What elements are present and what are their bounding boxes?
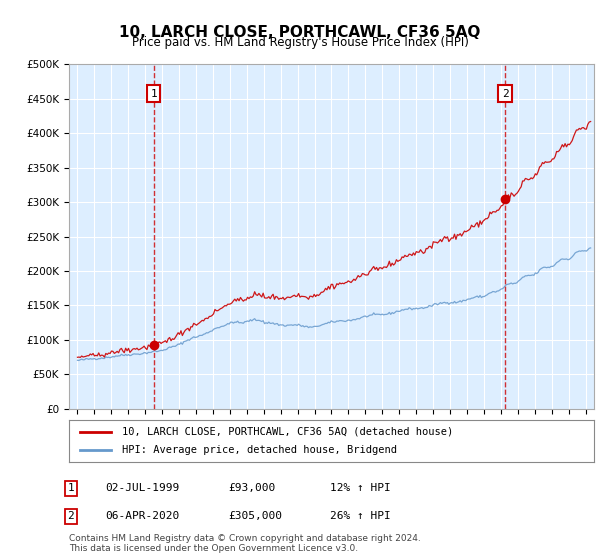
Text: 06-APR-2020: 06-APR-2020 [105, 511, 179, 521]
Text: Price paid vs. HM Land Registry's House Price Index (HPI): Price paid vs. HM Land Registry's House … [131, 36, 469, 49]
Text: HPI: Average price, detached house, Bridgend: HPI: Average price, detached house, Brid… [121, 445, 397, 455]
Text: 2: 2 [502, 88, 508, 99]
Text: 02-JUL-1999: 02-JUL-1999 [105, 483, 179, 493]
Text: 10, LARCH CLOSE, PORTHCAWL, CF36 5AQ (detached house): 10, LARCH CLOSE, PORTHCAWL, CF36 5AQ (de… [121, 427, 453, 437]
Text: 1: 1 [67, 483, 74, 493]
Text: 26% ↑ HPI: 26% ↑ HPI [330, 511, 391, 521]
Text: 12% ↑ HPI: 12% ↑ HPI [330, 483, 391, 493]
Text: 10, LARCH CLOSE, PORTHCAWL, CF36 5AQ: 10, LARCH CLOSE, PORTHCAWL, CF36 5AQ [119, 25, 481, 40]
Text: £93,000: £93,000 [228, 483, 275, 493]
Text: 2: 2 [67, 511, 74, 521]
Text: Contains HM Land Registry data © Crown copyright and database right 2024.
This d: Contains HM Land Registry data © Crown c… [69, 534, 421, 553]
Text: £305,000: £305,000 [228, 511, 282, 521]
Text: 1: 1 [151, 88, 157, 99]
